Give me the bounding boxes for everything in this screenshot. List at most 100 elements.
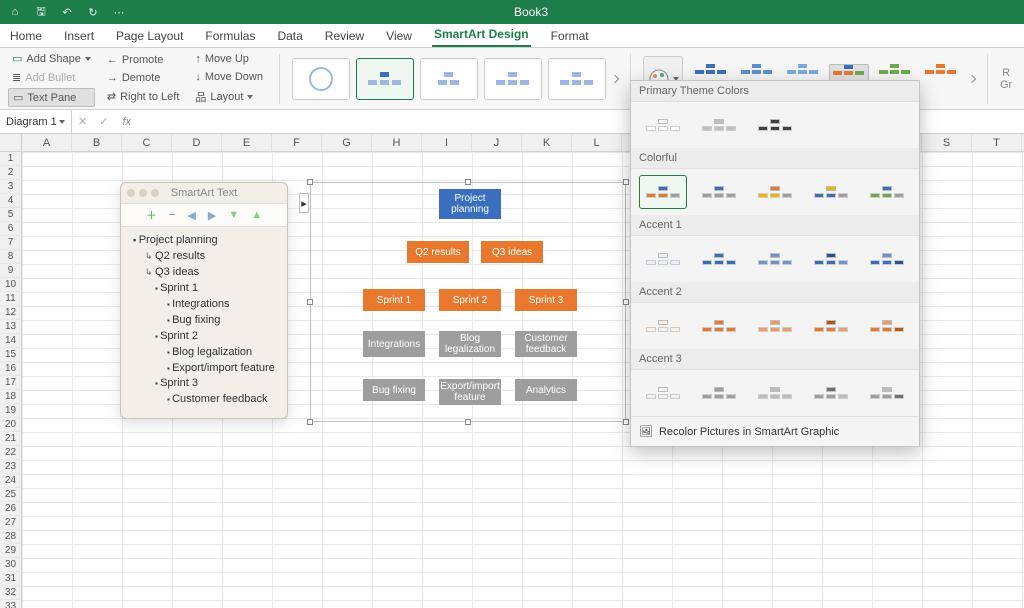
add-shape-button[interactable]: ▭Add Shape (8, 50, 95, 67)
fx-label[interactable]: fx (114, 116, 139, 128)
row-header[interactable]: 9 (0, 264, 22, 278)
column-header[interactable]: T (972, 134, 1022, 151)
move-down-icon[interactable]: ▼ (228, 209, 239, 221)
redo-icon[interactable]: ↻ (86, 5, 100, 19)
outline-item[interactable]: Customer feedback (133, 392, 277, 408)
color-variant[interactable] (807, 242, 855, 276)
row-header[interactable]: 24 (0, 474, 22, 488)
layout-thumb[interactable] (484, 58, 542, 100)
indent-icon[interactable]: ▶ (208, 209, 216, 222)
color-variant[interactable] (863, 309, 911, 343)
column-header[interactable]: C (122, 134, 172, 151)
diagram-node[interactable]: Sprint 1 (363, 289, 425, 311)
outline-item[interactable]: Sprint 3 (133, 376, 277, 392)
column-header[interactable]: A (22, 134, 72, 151)
tab-review[interactable]: Review (323, 25, 366, 47)
diagram-node[interactable]: Q2 results (407, 241, 469, 263)
layout-thumb[interactable] (548, 58, 606, 100)
row-header[interactable]: 26 (0, 502, 22, 516)
row-header[interactable]: 7 (0, 236, 22, 250)
name-box[interactable]: Diagram 1 (0, 110, 72, 133)
outline-item[interactable]: Export/import feature (133, 361, 277, 377)
collapse-text-pane-icon[interactable]: ▸ (299, 193, 309, 213)
column-header[interactable]: D (172, 134, 222, 151)
color-variant[interactable] (863, 376, 911, 410)
tab-formulas[interactable]: Formulas (203, 25, 257, 47)
row-header[interactable]: 25 (0, 488, 22, 502)
color-variant[interactable] (807, 376, 855, 410)
smartart-diagram[interactable]: ▸ Project planningQ2 resultsQ3 ideasSpri… (310, 182, 626, 422)
layout-more-icon[interactable] (611, 74, 619, 82)
row-header[interactable]: 20 (0, 418, 22, 432)
column-header[interactable]: J (472, 134, 522, 151)
select-all-corner[interactable] (0, 134, 22, 151)
recolor-pictures-button[interactable]: 🖼Recolor Pictures in SmartArt Graphic (631, 416, 919, 446)
move-down-button[interactable]: ↓ Move Down (191, 69, 267, 85)
row-header[interactable]: 30 (0, 558, 22, 572)
row-header[interactable]: 13 (0, 320, 22, 334)
diagram-node[interactable]: Analytics (515, 379, 577, 401)
column-header[interactable]: H (372, 134, 422, 151)
row-header[interactable]: 2 (0, 166, 22, 180)
color-variant[interactable] (639, 376, 687, 410)
undo-icon[interactable]: ↶ (60, 5, 74, 19)
outline-item[interactable]: Integrations (133, 297, 277, 313)
diagram-node[interactable]: Integrations (363, 331, 425, 357)
color-variant[interactable] (695, 376, 743, 410)
tab-format[interactable]: Format (549, 25, 591, 47)
diagram-node[interactable]: Sprint 3 (515, 289, 577, 311)
tab-view[interactable]: View (384, 25, 414, 47)
column-header[interactable]: I (422, 134, 472, 151)
row-header[interactable]: 23 (0, 460, 22, 474)
column-header[interactable]: F (272, 134, 322, 151)
row-header[interactable]: 5 (0, 208, 22, 222)
demote-button[interactable]: → Demote (103, 70, 184, 86)
row-header[interactable]: 17 (0, 376, 22, 390)
row-header[interactable]: 22 (0, 446, 22, 460)
row-header[interactable]: 19 (0, 404, 22, 418)
save-icon[interactable]: 🖫 (34, 5, 48, 19)
row-header[interactable]: 27 (0, 516, 22, 530)
row-header[interactable]: 11 (0, 292, 22, 306)
row-header[interactable]: 16 (0, 362, 22, 376)
column-header[interactable]: G (322, 134, 372, 151)
row-header[interactable]: 15 (0, 348, 22, 362)
row-header[interactable]: 1 (0, 152, 22, 166)
styles-more-icon[interactable] (968, 74, 976, 82)
layout-button[interactable]: 品 Layout (191, 87, 267, 107)
color-variant[interactable] (751, 376, 799, 410)
row-header[interactable]: 33 (0, 600, 22, 608)
color-variant[interactable] (863, 242, 911, 276)
row-header[interactable]: 32 (0, 586, 22, 600)
color-variant[interactable] (695, 175, 743, 209)
home-icon[interactable]: ⌂ (8, 5, 22, 19)
column-header[interactable]: S (922, 134, 972, 151)
diagram-node[interactable]: Export/import feature (439, 379, 501, 405)
outline-item[interactable]: Sprint 2 (133, 329, 277, 345)
row-header[interactable]: 4 (0, 194, 22, 208)
outdent-icon[interactable]: ◀ (187, 209, 195, 222)
color-variant[interactable] (807, 309, 855, 343)
color-variant[interactable] (639, 242, 687, 276)
more-icon[interactable]: ⋯ (112, 5, 126, 19)
add-icon[interactable]: ＋ (146, 207, 157, 223)
column-header[interactable]: E (222, 134, 272, 151)
layout-thumb-selected[interactable] (356, 58, 414, 100)
outline-item[interactable]: Q3 ideas (133, 265, 277, 281)
row-header[interactable]: 6 (0, 222, 22, 236)
color-variant[interactable] (695, 242, 743, 276)
color-variant[interactable] (751, 108, 799, 142)
row-header[interactable]: 14 (0, 334, 22, 348)
row-header[interactable]: 28 (0, 530, 22, 544)
color-variant[interactable] (639, 108, 687, 142)
text-pane-body[interactable]: Project planningQ2 resultsQ3 ideasSprint… (121, 227, 287, 418)
color-variant[interactable] (751, 242, 799, 276)
layout-thumb[interactable] (292, 58, 350, 100)
color-variant[interactable] (751, 175, 799, 209)
move-up-icon[interactable]: ▲ (251, 209, 262, 221)
row-header[interactable]: 18 (0, 390, 22, 404)
diagram-node[interactable]: Project planning (439, 189, 501, 219)
color-variant[interactable] (863, 175, 911, 209)
color-variant[interactable] (695, 108, 743, 142)
row-header[interactable]: 3 (0, 180, 22, 194)
